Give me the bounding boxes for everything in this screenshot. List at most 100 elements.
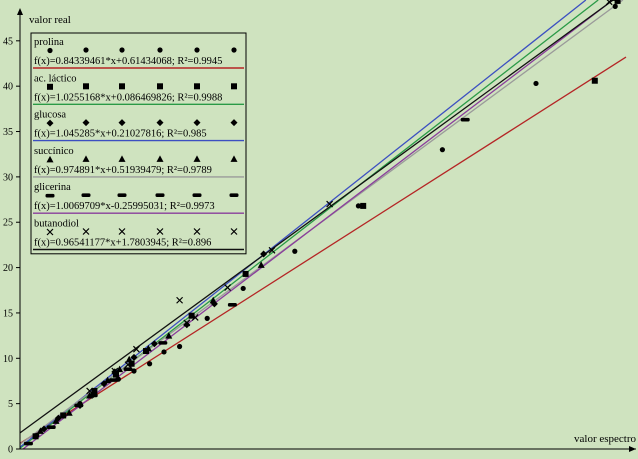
legend-equation: f(x)=0.96541177*x+1.7803945; R²=0.896 — [34, 238, 211, 249]
legend-marker-circle — [157, 47, 163, 53]
point-circle — [161, 349, 167, 355]
point-cross — [605, 0, 613, 6]
point-cross — [268, 246, 276, 254]
legend-marker-circle — [47, 47, 53, 54]
point-triangle — [52, 417, 60, 424]
legend-marker-cross — [193, 228, 201, 235]
point-square — [128, 360, 135, 367]
point-diamond — [183, 321, 191, 329]
legend-marker-circle — [83, 47, 89, 53]
y-tick-label: 30 — [3, 172, 13, 183]
point-diamond — [150, 340, 158, 348]
point-triangle — [36, 427, 44, 434]
point-square — [188, 312, 195, 319]
legend-marker-square — [231, 83, 237, 90]
y-ticks: 0 5 10 15 20 25 30 35 40 45 — [3, 36, 20, 456]
legend-marker-circle — [119, 47, 125, 53]
point-diamond — [130, 353, 138, 361]
y-tick-label: 15 — [3, 308, 13, 319]
legend-series-name: glucosa — [34, 110, 66, 121]
legend-marker-triangle — [156, 155, 164, 162]
legend-equation: f(x)=0.974891*x+0.51939479; R²=0.9789 — [34, 165, 212, 176]
legend-marker-square — [83, 83, 89, 90]
legend-series-name: prolina — [34, 37, 64, 48]
legend-marker-cross — [46, 228, 54, 236]
point-dash — [123, 367, 133, 371]
legend-marker-square — [119, 83, 125, 90]
legend-marker-dash — [45, 193, 55, 198]
legend-marker-triangle — [193, 155, 201, 162]
y-tick-label: 5 — [8, 399, 13, 410]
x-axis-arrow — [629, 446, 636, 452]
point-triangle — [104, 376, 112, 384]
point-dash — [46, 425, 56, 430]
point-dash — [610, 0, 620, 1]
point-cross — [224, 284, 232, 291]
point-square — [360, 202, 367, 209]
legend-marker-diamond — [156, 119, 164, 127]
legend-marker-dash — [117, 193, 127, 197]
y-axis-arrow — [17, 8, 23, 15]
point-cross — [191, 314, 199, 321]
point-circle — [439, 147, 445, 153]
legend-equation: f(x)=0.84339461*x+0.61434068; R²=0.9945 — [34, 56, 222, 67]
legend-marker-triangle — [118, 155, 126, 162]
point-dash — [460, 117, 470, 122]
legend-marker-cross — [82, 228, 90, 235]
point-triangle — [209, 296, 217, 304]
point-square — [113, 371, 119, 378]
legend-series-name: ac. láctico — [34, 73, 77, 84]
legend-marker-cross — [230, 228, 238, 235]
point-triangle — [116, 365, 124, 373]
point-dash — [227, 302, 237, 307]
legend-marker-triangle — [46, 155, 54, 163]
legend-marker-circle — [231, 47, 237, 53]
point-cross — [183, 319, 191, 327]
point-cross — [326, 200, 334, 208]
regression-line-circle — [19, 56, 627, 444]
point-diamond — [260, 250, 268, 258]
point-triangle — [144, 344, 152, 352]
point-circle — [131, 368, 137, 374]
legend-box — [30, 32, 247, 255]
point-dash — [88, 393, 98, 398]
data-points — [23, 0, 621, 446]
legend-marker-dash — [192, 193, 202, 197]
legend-marker-diamond — [82, 119, 90, 127]
y-tick-label: 10 — [3, 354, 13, 365]
point-square — [32, 433, 39, 440]
point-square — [91, 387, 98, 394]
point-cross — [86, 387, 94, 395]
point-triangle — [125, 355, 133, 363]
y-tick-label: 20 — [3, 263, 13, 274]
point-dash — [74, 403, 84, 408]
point-triangle — [257, 261, 265, 268]
legend-marker-diamond — [230, 119, 238, 127]
y-tick-label: 40 — [3, 82, 13, 93]
point-circle — [355, 203, 361, 209]
y-tick-label: 35 — [3, 127, 13, 138]
point-triangle — [165, 332, 173, 339]
y-tick-label: 25 — [3, 218, 13, 229]
point-circle — [292, 248, 298, 254]
point-diamond — [111, 368, 119, 376]
point-square — [242, 270, 249, 277]
point-circle — [204, 315, 210, 321]
legend-marker-triangle — [230, 155, 238, 162]
legend-marker-cross — [118, 228, 126, 235]
y-tick-label: 45 — [3, 36, 13, 47]
point-square — [614, 0, 621, 4]
point-cross — [111, 367, 119, 375]
legend-equation: f(x)=1.045285*x+0.21027816; R²=0.985 — [34, 129, 207, 140]
legend-marker-triangle — [82, 155, 90, 162]
point-dash — [158, 341, 168, 345]
regression-line-cross — [19, 0, 614, 434]
legend-marker-dash — [81, 193, 91, 197]
regression-line-dash — [22, 0, 614, 450]
point-circle — [240, 285, 246, 292]
point-circle — [147, 361, 153, 367]
point-circle — [177, 343, 183, 350]
legend-series-name: glicerina — [34, 182, 71, 193]
